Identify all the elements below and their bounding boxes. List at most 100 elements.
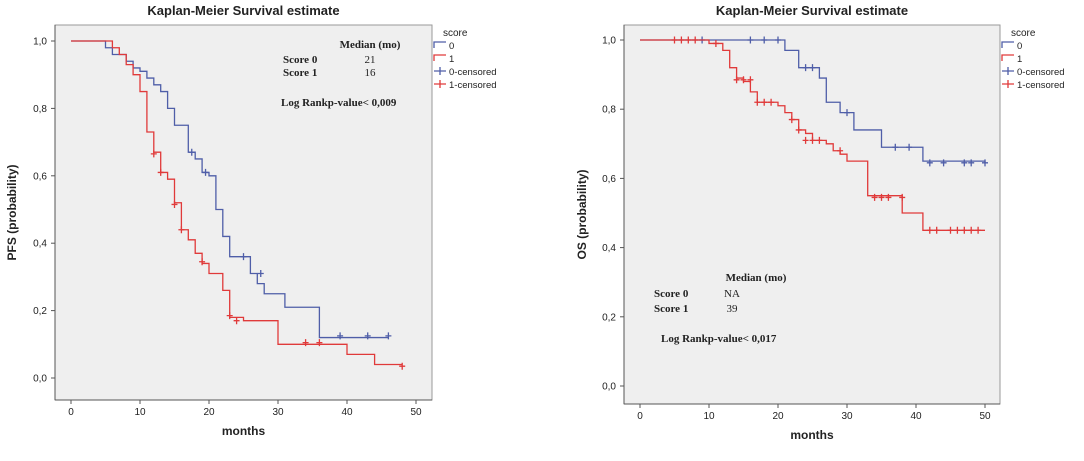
- os-series-1-censor-mark-6: [740, 76, 747, 84]
- pfs-y-tick-label-5: 1,0: [33, 37, 47, 48]
- os-legend-swatch-0: [1001, 41, 1014, 48]
- os-x-tick-label-3: 30: [841, 411, 853, 422]
- os-series-1-censor-mark-18: [878, 193, 885, 201]
- pfs-plot-area: [54, 24, 433, 401]
- pfs-y-tick-label-0: 0,0: [33, 374, 47, 385]
- os-series-1-censor-mark-14: [809, 136, 816, 144]
- os-series-1-censor-mark-10: [768, 98, 775, 106]
- pfs-legend-entry-3: 1-censored: [449, 80, 497, 91]
- pfs-series-1-censor-mark-4: [199, 258, 206, 266]
- os-series-0-line: [640, 39, 986, 163]
- os-plot-area: [623, 24, 1001, 405]
- pfs-series-1-censor-mark-1: [157, 168, 164, 176]
- os-series-0-censor-mark-5: [809, 64, 816, 72]
- pfs-series-0-censor-mark-5: [364, 332, 371, 340]
- os-series-0-censor-mark-4: [802, 64, 809, 72]
- os-series-1-censor-mark-25: [961, 226, 968, 234]
- pfs-median-header: Median (mo): [340, 39, 401, 51]
- os-x-tick-label-2: 20: [772, 411, 784, 422]
- pfs-series-0-censor-mark-2: [240, 253, 247, 261]
- pfs-legend-swatch-0: [433, 41, 446, 48]
- os-legend-swatch-2: [1002, 67, 1014, 75]
- os-series-0-censor-mark-2: [761, 36, 768, 44]
- os-series-1-censor-mark-11: [788, 116, 795, 124]
- os-series-0-censor-mark-10: [940, 159, 947, 167]
- os-median-row-label-1: Score 1: [654, 303, 688, 315]
- pfs-x-tick-label-0: 0: [68, 407, 74, 418]
- pfs-y-tick-label-1: 0,2: [33, 306, 47, 317]
- os-series-1-censor-mark-8: [754, 98, 761, 106]
- pfs-legend-entry-2: 0-censored: [449, 67, 497, 78]
- os-x-tick-label-5: 50: [979, 411, 991, 422]
- pfs-legend-title: score: [443, 28, 468, 39]
- pfs-series-0-censor-mark-6: [385, 332, 392, 340]
- pfs-legend-entry-0: 0: [449, 41, 454, 52]
- pfs-legend-swatch-1: [433, 54, 446, 61]
- pfs-annotation: Median (mo) Score 0 21 Score 1 16 Log Rankp-v…: [281, 39, 401, 109]
- os-series-1-censor-mark-19: [885, 193, 892, 201]
- pfs-median-row-label-0: Score 0: [283, 54, 318, 66]
- os-legend-entry-2: 0-censored: [1017, 67, 1065, 78]
- os-y-label: OS (probability): [575, 169, 589, 259]
- pfs-x-tick-label-1: 10: [134, 407, 146, 418]
- pfs-series-1-censor-mark-2: [171, 200, 178, 208]
- pfs-title: Kaplan-Meier Survival estimate: [147, 3, 339, 18]
- os-legend-title: score: [1011, 28, 1036, 39]
- os-series-1-censor-mark-5: [733, 76, 740, 84]
- os-y-tick-label-2: 0,4: [602, 243, 616, 254]
- os-series-0-censor-mark-1: [747, 36, 754, 44]
- pfs-legend-swatch-3: [434, 80, 446, 88]
- os-legend-entry-0: 0: [1017, 41, 1022, 52]
- os-series-0-censor-mark-7: [892, 143, 899, 151]
- os-x-tick-label-4: 40: [910, 411, 922, 422]
- os-series-1-censor-mark-16: [837, 147, 844, 155]
- pfs-y-tick-label-2: 0,4: [33, 239, 47, 250]
- os-y-tick-label-3: 0,6: [602, 174, 616, 185]
- os-legend: score 0 1 0-censored 1-censored: [1001, 28, 1065, 91]
- pfs-series-0-censor-mark-0: [188, 148, 195, 156]
- os-series-1-censor-mark-9: [761, 98, 768, 106]
- pfs-series-1-censor-mark-7: [302, 339, 309, 347]
- os-series-0-censor-mark-11: [961, 159, 968, 167]
- os-x-tick-label-0: 0: [637, 411, 643, 422]
- os-median-row-label-0: Score 0: [654, 288, 689, 300]
- os-series-1-censor-mark-21: [926, 226, 933, 234]
- os-series-1-censor-mark-2: [685, 36, 692, 44]
- os-series-0-censor-mark-12: [968, 159, 975, 167]
- pfs-x-label: months: [222, 424, 266, 438]
- pfs-x-tick-label-3: 30: [272, 407, 284, 418]
- os-y-tick-label-0: 0,0: [602, 382, 616, 393]
- os-series-1-censor-mark-27: [975, 226, 982, 234]
- pfs-legend: score 0 1 0-censored 1-censored: [433, 28, 497, 91]
- pfs-median-row-value-0: 21: [365, 54, 376, 66]
- os-legend-entry-1: 1: [1017, 54, 1022, 65]
- pfs-x-tick-label-2: 20: [203, 407, 215, 418]
- pfs-series-1-censor-mark-6: [233, 317, 240, 325]
- os-series-1-censor-mark-7: [747, 76, 754, 84]
- pfs-series-1-censor-mark-9: [399, 362, 406, 370]
- pfs-median-row-label-1: Score 1: [283, 67, 317, 79]
- os-median-row-value-1: 39: [727, 303, 739, 315]
- pfs-pvalue: Log Rankp-value< 0,009: [281, 97, 397, 109]
- pfs-median-row-value-1: 16: [365, 67, 377, 79]
- pfs-y-tick-label-3: 0,6: [33, 171, 47, 182]
- os-median-header: Median (mo): [726, 272, 787, 284]
- os-legend-swatch-3: [1002, 80, 1014, 88]
- pfs-series-1-censor-mark-5: [226, 312, 233, 320]
- os-series-0-censor-mark-3: [775, 36, 781, 44]
- os-legend-entry-3: 1-censored: [1017, 80, 1065, 91]
- os-x-tick-label-1: 10: [703, 411, 715, 422]
- os-title: Kaplan-Meier Survival estimate: [716, 3, 908, 18]
- os-series-0-censor-mark-13: [982, 159, 988, 167]
- os-series-1-censor-mark-15: [816, 136, 823, 144]
- os-series-0-censor-mark-8: [906, 143, 913, 151]
- pfs-y-label: PFS (probability): [5, 164, 19, 260]
- os-series-0-censor-mark-6: [844, 109, 850, 117]
- os-series-1-censor-mark-22: [933, 226, 940, 234]
- os-series-1-censor-mark-3: [692, 36, 699, 44]
- os-x-label: months: [790, 428, 834, 442]
